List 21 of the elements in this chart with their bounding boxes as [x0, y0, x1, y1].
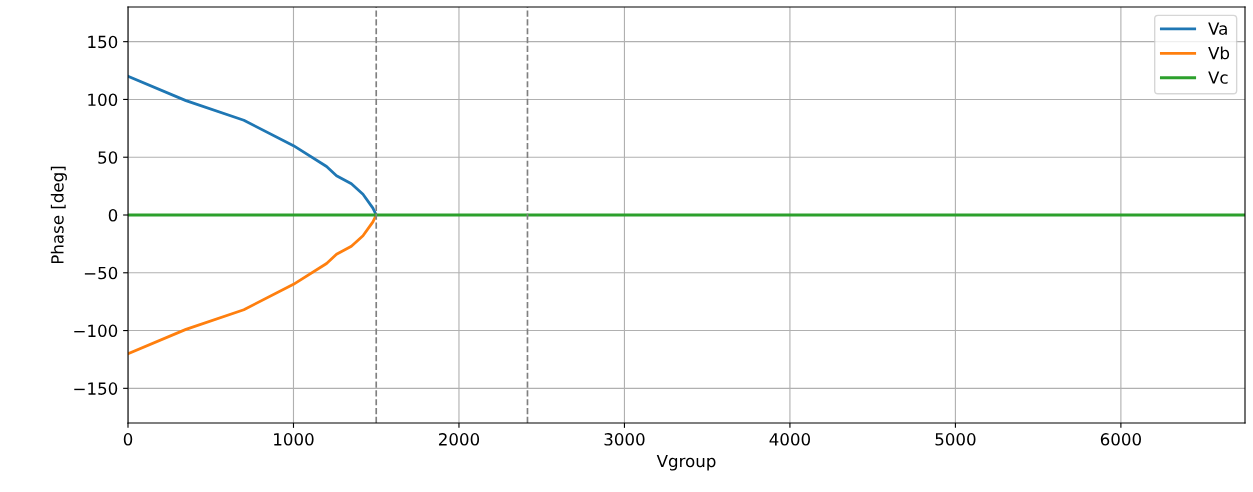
y-tick-label: 50 — [98, 151, 118, 164]
y-tick-label: −150 — [74, 382, 118, 395]
y-tick-label: 0 — [108, 208, 118, 222]
line-series — [128, 213, 378, 356]
x-tick-label: 4000 — [769, 433, 811, 446]
x-tick-label: 1000 — [274, 433, 314, 446]
y-tick-label: 100 — [88, 93, 118, 107]
x-tick-label: 2000 — [438, 433, 480, 446]
x-tick-label: 3000 — [604, 433, 645, 446]
x-tick-label: 6000 — [1100, 433, 1141, 446]
y-axis-title: Phase [deg] — [50, 166, 67, 264]
y-tick-label: −100 — [74, 324, 118, 338]
legend-label: Vb — [1208, 46, 1230, 60]
x-axis-title: Vgroup — [656, 454, 716, 471]
line-series — [128, 74, 378, 217]
legend-label: Vc — [1208, 71, 1228, 84]
x-tick-label: 5000 — [935, 433, 976, 446]
y-tick-label: −50 — [84, 266, 118, 280]
legend-label: Va — [1208, 22, 1227, 35]
x-tick-label: 0 — [123, 433, 133, 446]
y-tick-label: 150 — [88, 35, 118, 49]
